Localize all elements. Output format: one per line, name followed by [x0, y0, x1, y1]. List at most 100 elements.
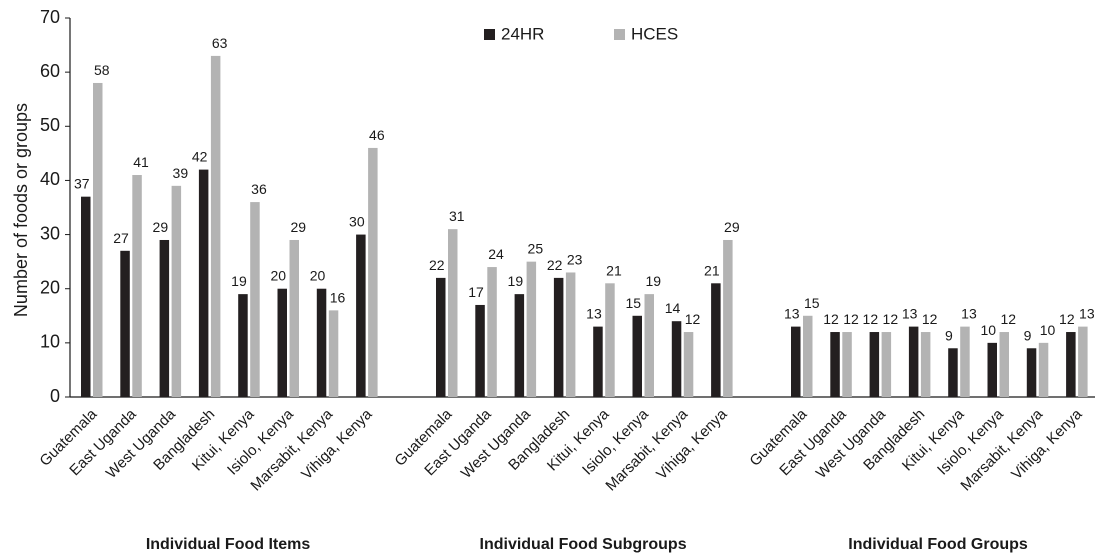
data-label: 15: [804, 295, 820, 311]
bar-24hr-1-2: [514, 294, 525, 397]
data-label: 13: [902, 306, 918, 322]
group-label: Individual Food Groups: [848, 536, 1028, 553]
data-label: 20: [310, 268, 326, 284]
bar-24hr-2-5: [987, 342, 997, 397]
data-label: 21: [704, 262, 720, 278]
bar-hces-0-6: [328, 310, 339, 397]
data-label: 23: [567, 251, 583, 267]
data-label: 21: [606, 262, 622, 278]
data-label: 36: [251, 181, 267, 197]
data-label: 12: [1059, 311, 1075, 327]
bar-hces-0-3: [210, 55, 221, 398]
data-label: 24: [488, 246, 504, 262]
bar-24hr-2-6: [1026, 348, 1037, 397]
data-label: 19: [231, 273, 247, 289]
bar-24hr-2-3: [908, 326, 919, 397]
bar-hces-0-1: [132, 175, 142, 397]
data-label: 41: [133, 154, 149, 170]
data-label: 63: [212, 35, 228, 51]
bar-hces-2-0: [803, 315, 813, 397]
data-label: 22: [429, 257, 445, 273]
data-label: 19: [645, 273, 661, 289]
data-label: 16: [330, 289, 346, 305]
bar-hces-2-6: [1038, 342, 1049, 397]
bar-24hr-0-6: [316, 288, 327, 397]
data-label: 10: [980, 322, 996, 338]
data-label: 12: [823, 311, 839, 327]
bar-24hr-0-3: [198, 169, 209, 397]
bar-hces-2-4: [960, 326, 970, 397]
data-label: 12: [843, 311, 859, 327]
data-label: 39: [173, 165, 189, 181]
bar-hces-2-3: [920, 332, 931, 397]
bar-hces-1-0: [448, 229, 458, 397]
data-label: 37: [74, 176, 90, 192]
bar-hces-0-7: [368, 147, 378, 397]
data-label: 19: [508, 273, 524, 289]
data-label: 29: [153, 219, 169, 235]
bar-hces-2-7: [1078, 326, 1088, 397]
bar-24hr-0-5: [277, 288, 287, 397]
data-labels: 3758274129394263193620292016304622311724…: [74, 35, 1095, 343]
bar-24hr-1-5: [632, 315, 642, 397]
bar-hces-1-2: [526, 261, 537, 397]
y-tick-label: 10: [40, 332, 60, 352]
bar-24hr-1-6: [671, 321, 682, 397]
bar-24hr-1-1: [475, 304, 485, 397]
data-label: 10: [1040, 322, 1056, 338]
bar-hces-0-2: [171, 185, 182, 397]
data-label: 12: [922, 311, 938, 327]
group-labels: Individual Food Items Individual Food Sub…: [146, 536, 1028, 553]
y-tick-label: 0: [50, 386, 60, 406]
data-label: 12: [863, 311, 879, 327]
data-label: 15: [625, 295, 641, 311]
bar-hces-1-3: [565, 272, 576, 397]
bar-24hr-0-1: [120, 250, 130, 397]
y-tick-label: 40: [40, 169, 60, 189]
bar-hces-2-1: [842, 332, 852, 397]
data-label: 13: [784, 306, 800, 322]
data-label: 29: [724, 219, 740, 235]
bar-24hr-1-3: [553, 277, 564, 397]
data-label: 9: [1024, 327, 1032, 343]
bar-24hr-2-1: [830, 332, 840, 397]
data-label: 25: [528, 241, 544, 257]
bar-hces-1-4: [605, 283, 615, 397]
category-label: Vihiga, Kenya: [1008, 405, 1086, 483]
data-label: 42: [192, 149, 208, 165]
bar-hces-1-7: [723, 239, 733, 397]
data-label: 46: [369, 127, 385, 143]
bar-24hr-1-0: [436, 277, 446, 397]
y-tick-label: 30: [40, 223, 60, 243]
bar-hces-0-5: [289, 239, 299, 397]
bars: [81, 55, 1088, 398]
data-label: 31: [449, 208, 465, 224]
bar-hces-1-5: [644, 294, 654, 397]
bar-hces-2-5: [999, 332, 1009, 397]
category-label: Vihiga, Kenya: [298, 405, 376, 483]
data-label: 17: [468, 284, 484, 300]
data-label: 12: [685, 311, 701, 327]
legend-swatch-hces: [614, 29, 625, 40]
data-label: 12: [1000, 311, 1016, 327]
data-label: 22: [547, 257, 563, 273]
bar-24hr-0-7: [356, 234, 366, 397]
bar-24hr-0-0: [81, 196, 91, 397]
legend-label-24hr: 24HR: [501, 24, 544, 43]
bar-hces-1-1: [487, 267, 497, 397]
bar-24hr-2-4: [948, 348, 958, 397]
data-label: 9: [945, 327, 953, 343]
group-label: Individual Food Subgroups: [480, 536, 687, 553]
legend: 24HR HCES: [484, 24, 678, 43]
bar-hces-0-4: [250, 202, 260, 397]
y-axis-title: Number of foods or groups: [11, 103, 31, 317]
group-label: Individual Food Items: [146, 536, 311, 553]
bar-24hr-1-4: [593, 326, 603, 397]
data-label: 13: [1079, 306, 1095, 322]
y-tick-label: 20: [40, 277, 60, 297]
bar-24hr-0-4: [238, 294, 248, 397]
data-label: 13: [961, 306, 977, 322]
legend-swatch-24hr: [484, 29, 495, 40]
y-tick-label: 50: [40, 115, 60, 135]
data-label: 13: [586, 306, 602, 322]
